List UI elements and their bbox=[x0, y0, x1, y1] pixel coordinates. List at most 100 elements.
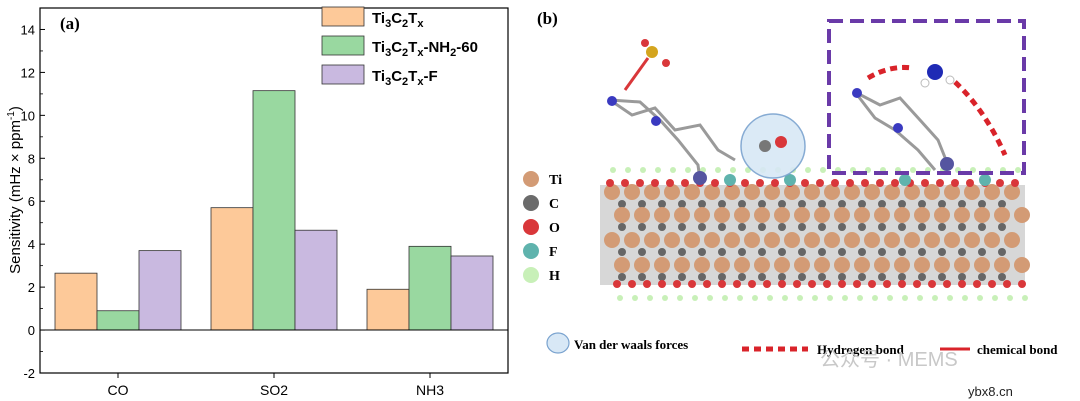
ti-atom bbox=[934, 257, 950, 273]
ti-atom bbox=[794, 207, 810, 223]
hydrogen-bond-line bbox=[866, 65, 913, 81]
c-atom bbox=[678, 223, 686, 231]
c-atom bbox=[938, 248, 946, 256]
c-atom bbox=[718, 223, 726, 231]
ti-atom bbox=[784, 184, 800, 200]
c-atom bbox=[878, 223, 886, 231]
atom-legend-swatch bbox=[523, 219, 539, 235]
hydrogen-atom bbox=[920, 78, 930, 88]
c-atom bbox=[818, 223, 826, 231]
c-atom bbox=[758, 248, 766, 256]
ti-atom bbox=[604, 184, 620, 200]
h-atom bbox=[977, 295, 983, 301]
ti-atom bbox=[984, 232, 1000, 248]
c-atom bbox=[858, 223, 866, 231]
o-atom bbox=[958, 280, 966, 288]
c-atom bbox=[918, 248, 926, 256]
o-atom bbox=[1003, 280, 1011, 288]
c-atom bbox=[838, 248, 846, 256]
c-atom bbox=[738, 223, 746, 231]
c-atom bbox=[638, 248, 646, 256]
ti-atom bbox=[644, 232, 660, 248]
o-atom bbox=[801, 179, 809, 187]
atom-legend-label: F bbox=[549, 245, 558, 260]
ti-atom bbox=[864, 232, 880, 248]
c-atom bbox=[998, 223, 1006, 231]
c-atom bbox=[818, 248, 826, 256]
ti-atom bbox=[884, 232, 900, 248]
c-atom bbox=[718, 273, 726, 281]
c-atom bbox=[698, 273, 706, 281]
o-atom bbox=[951, 179, 959, 187]
y-tick-label: 12 bbox=[21, 65, 35, 80]
o-atom bbox=[688, 280, 696, 288]
ti-atom bbox=[664, 232, 680, 248]
h-atom bbox=[932, 295, 938, 301]
o-atom bbox=[816, 179, 824, 187]
ti-atom bbox=[604, 232, 620, 248]
ti-atom bbox=[704, 232, 720, 248]
x-tick-label: SO2 bbox=[260, 382, 288, 398]
ti-atom bbox=[694, 207, 710, 223]
o-atom bbox=[928, 280, 936, 288]
h-atom bbox=[820, 167, 826, 173]
c-atom bbox=[738, 273, 746, 281]
c-atom bbox=[758, 200, 766, 208]
legend-label-ti3c2tx: Ti3C2Tx bbox=[372, 10, 424, 30]
ti-atom bbox=[674, 207, 690, 223]
hydrogen-atom bbox=[945, 75, 955, 85]
site-mark-text: ybx8.cn bbox=[968, 384, 1013, 399]
ti-atom bbox=[724, 184, 740, 200]
c-atom bbox=[678, 273, 686, 281]
oxygen-atom bbox=[662, 59, 670, 67]
bar-so2-series-2 bbox=[294, 229, 338, 331]
atom-legend-label: O bbox=[549, 221, 560, 236]
h-atom bbox=[685, 167, 691, 173]
vdw-bubble bbox=[740, 113, 806, 179]
h-atom bbox=[782, 295, 788, 301]
h-atom bbox=[872, 295, 878, 301]
y-tick-label: -2 bbox=[23, 366, 35, 381]
ti-atom bbox=[864, 184, 880, 200]
h-atom bbox=[962, 295, 968, 301]
h-atom bbox=[752, 295, 758, 301]
legend-swatch-ti3c2tx-nh2-60 bbox=[321, 35, 365, 56]
o-atom bbox=[868, 280, 876, 288]
x-tick-label: CO bbox=[108, 382, 129, 398]
ti-atom bbox=[684, 184, 700, 200]
c-atom bbox=[678, 200, 686, 208]
h-atom bbox=[827, 295, 833, 301]
ti-atom bbox=[994, 257, 1010, 273]
ti-atom bbox=[1014, 207, 1030, 223]
ti-atom bbox=[644, 184, 660, 200]
ti-atom bbox=[734, 257, 750, 273]
ti-atom bbox=[774, 207, 790, 223]
o-atom bbox=[936, 179, 944, 187]
chem-legend-label: chemical bond bbox=[977, 342, 1058, 357]
ti-atom bbox=[904, 184, 920, 200]
chemical-bond-line bbox=[623, 57, 650, 91]
o-atom bbox=[973, 280, 981, 288]
ti-atom bbox=[844, 232, 860, 248]
c-atom bbox=[738, 200, 746, 208]
y-tick-label: 10 bbox=[21, 108, 35, 123]
o-atom bbox=[606, 179, 614, 187]
o-atom bbox=[853, 280, 861, 288]
c-atom bbox=[838, 223, 846, 231]
ti-atom bbox=[814, 257, 830, 273]
o-atom bbox=[651, 179, 659, 187]
ti-atom bbox=[714, 207, 730, 223]
c-atom bbox=[898, 273, 906, 281]
h-atom bbox=[610, 167, 616, 173]
bar-nh3-series-1 bbox=[408, 245, 452, 331]
ti-atom bbox=[824, 232, 840, 248]
ti-atom bbox=[974, 257, 990, 273]
ti-atom bbox=[744, 232, 760, 248]
o-atom bbox=[838, 280, 846, 288]
vdw-legend-icon bbox=[546, 332, 570, 354]
o-atom bbox=[921, 179, 929, 187]
c-atom bbox=[658, 248, 666, 256]
vdw-legend-label: Van der waals forces bbox=[574, 337, 688, 352]
ti-atom bbox=[934, 207, 950, 223]
h-atom bbox=[677, 295, 683, 301]
